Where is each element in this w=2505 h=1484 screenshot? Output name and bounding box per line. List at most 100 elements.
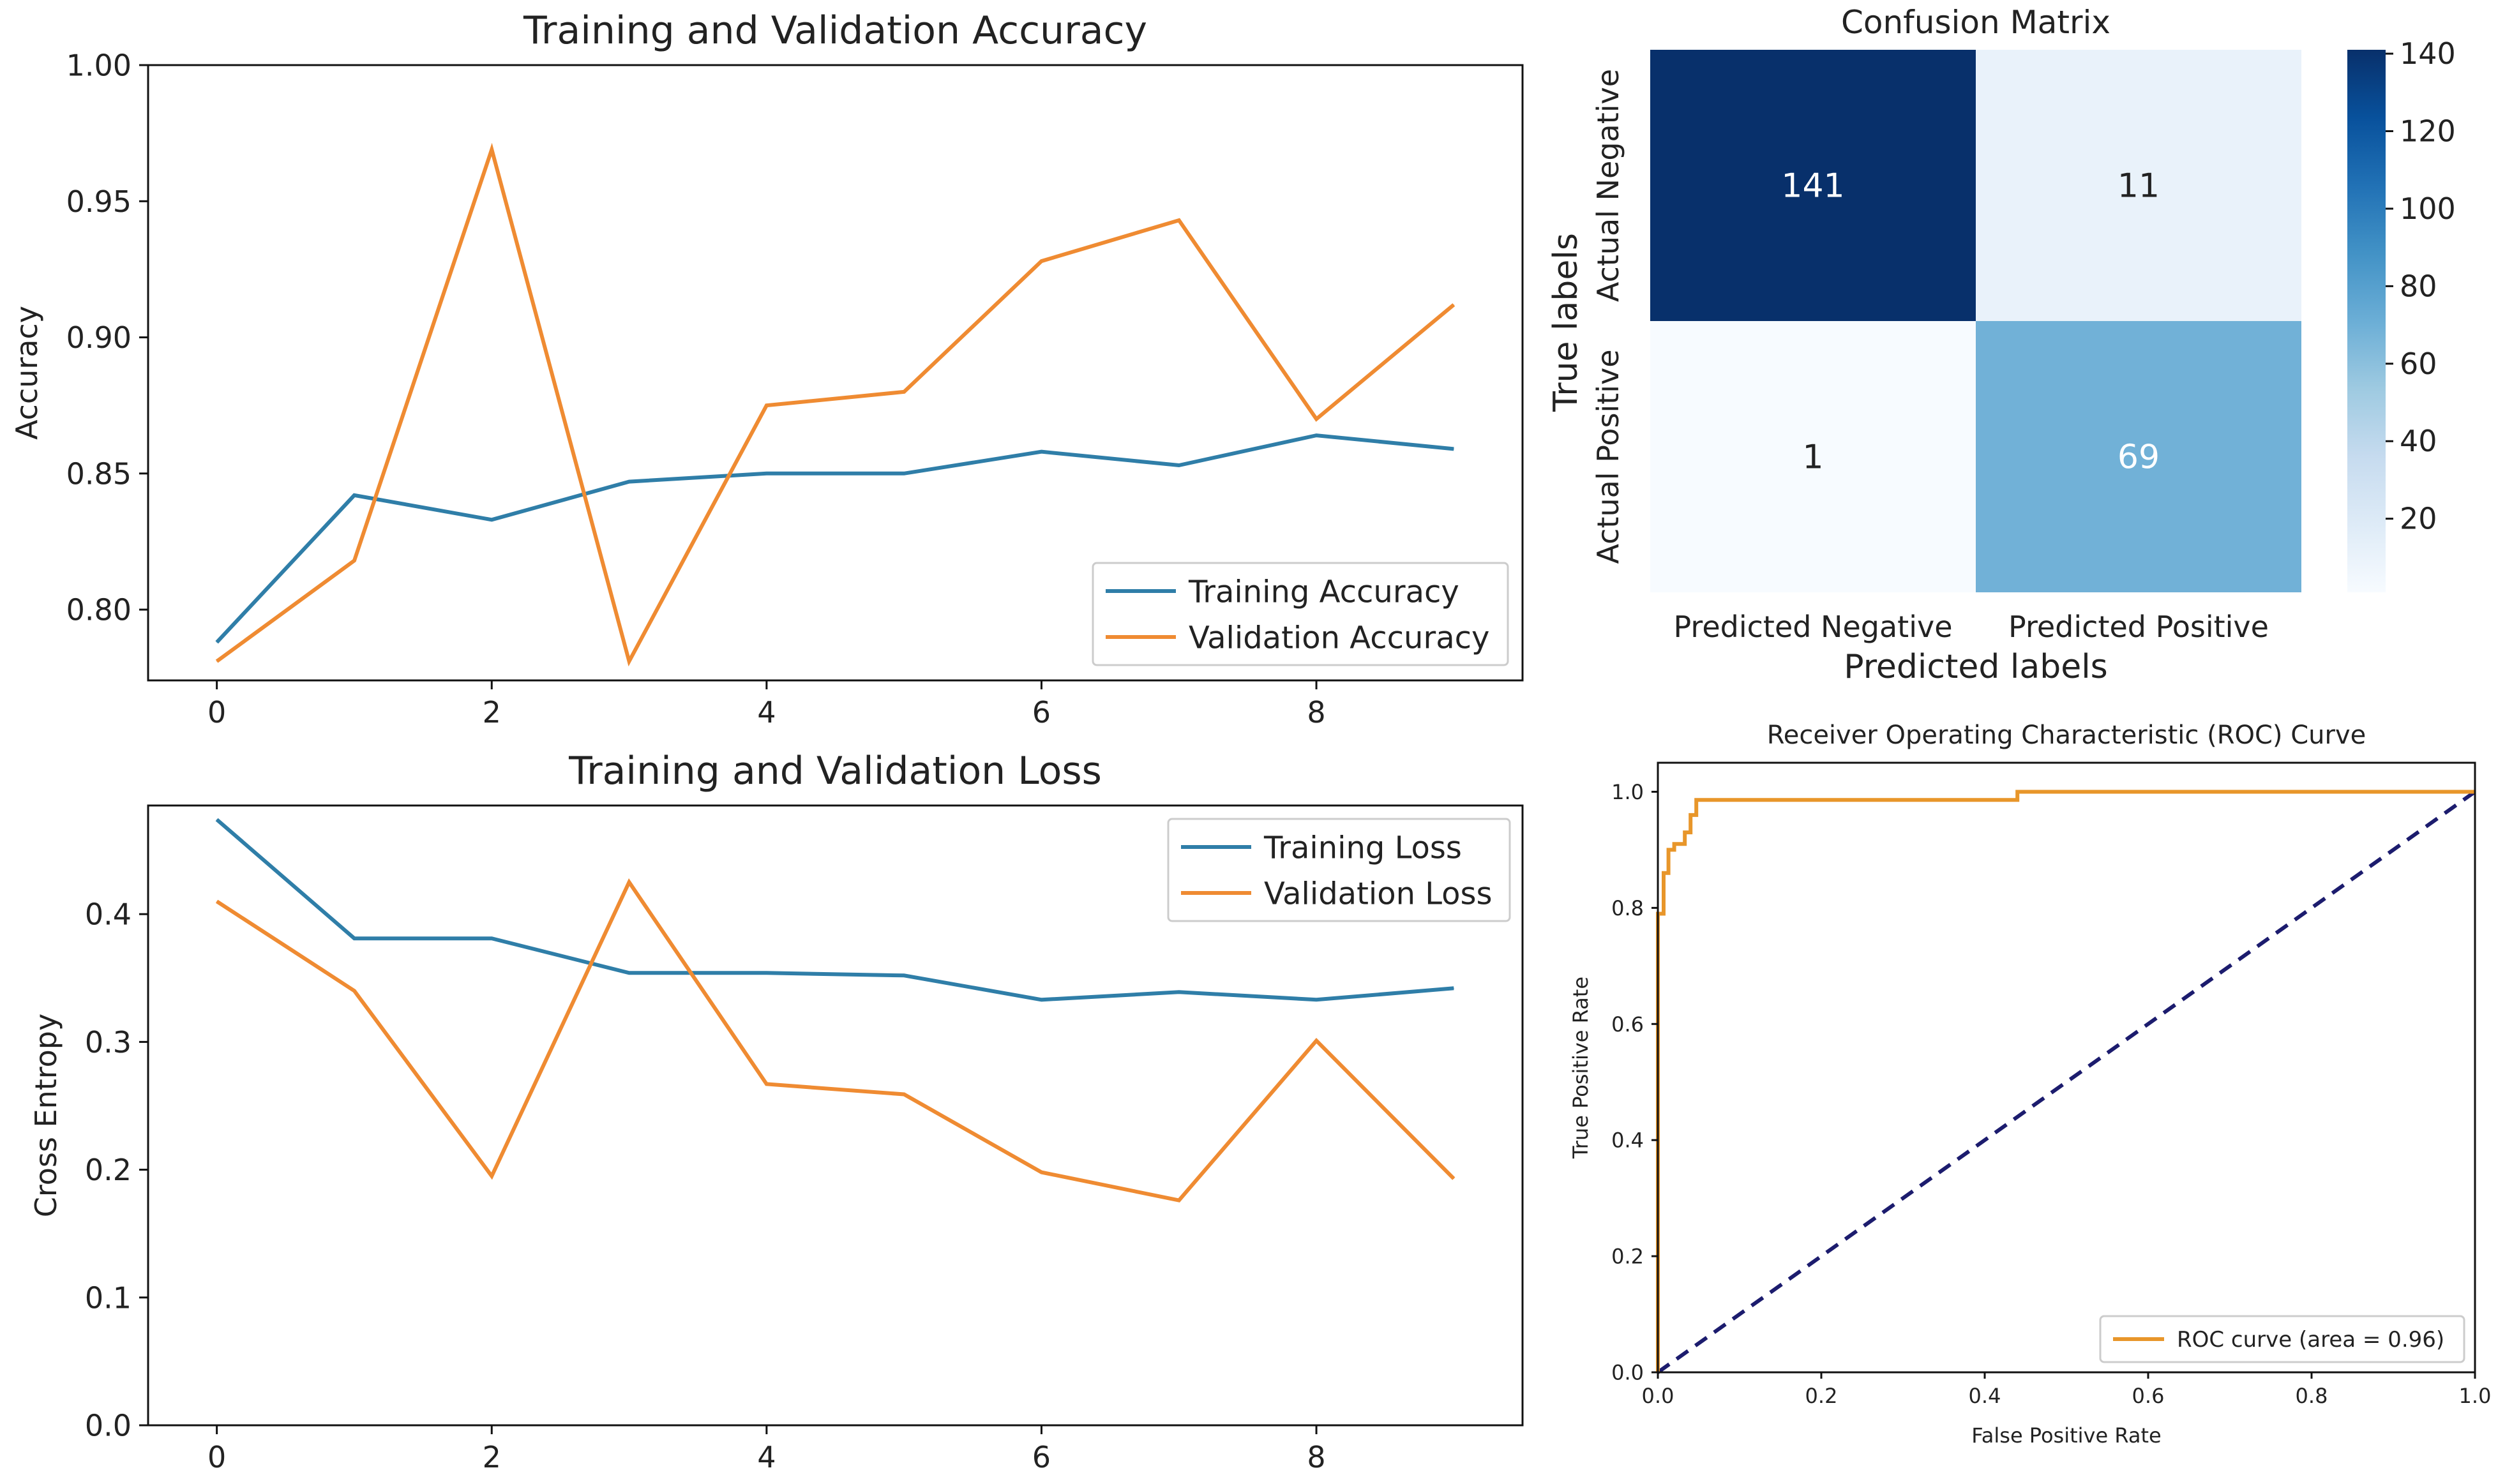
loss-legend: Training Loss Validation Loss [1167,818,1511,922]
roc-xtick-label: 0.4 [1969,1384,2001,1408]
confusion-cell-value: 1 [1802,438,1823,477]
colorbar-tick-label: 20 [2400,502,2437,536]
loss-point-1-0 [216,901,218,902]
loss-chart: Training and Validation Loss 0 2 4 6 8 0.0 0.1 0… [29,749,1524,1474]
loss-series-line-0 [215,818,1454,1002]
confusion-row-label: Actual Negative [1591,69,1625,302]
confusion-cell-0-1 [1976,50,2301,321]
loss-legend-label-0: Training Loss [1263,830,1462,866]
roc-ytick-label: 0.0 [1611,1361,1644,1385]
loss-point-0-5 [903,975,905,976]
confusion-col-label: Predicted Negative [1674,610,1953,644]
roc-xtick-label: 1.0 [2459,1384,2492,1408]
roc-chart: Receiver Operating Characteristic (ROC) … [1568,721,2491,1448]
roc-ytick-label: 1.0 [1611,780,1644,804]
roc-legend: ROC curve (area = 0.96) [2099,1315,2465,1363]
accuracy-point-0-6 [1041,451,1042,453]
loss-title: Training and Validation Loss [568,749,1102,793]
loss-point-1-8 [1316,1040,1317,1041]
confusion-ylabel: True labels [1547,233,1585,412]
loss-axes-frame [147,804,1524,1427]
roc-title: Receiver Operating Characteristic (ROC) … [1767,721,2366,750]
accuracy-xtick-label: 6 [1032,695,1051,730]
loss-xtick-label: 6 [1032,1440,1051,1474]
accuracy-chart: Training and Validation Accuracy 0 2 4 6 8 0.8… [10,8,1524,730]
roc-axes-frame [1657,761,2476,1374]
colorbar-tick-label: 80 [2400,269,2437,303]
roc-ylabel: True Positive Rate [1568,977,1593,1159]
accuracy-point-0-8 [1316,435,1317,436]
accuracy-point-1-0 [216,661,218,662]
loss-legend-label-1: Validation Loss [1264,876,1493,911]
accuracy-legend-box [1092,562,1509,666]
accuracy-ytick-label: 1.00 [66,49,132,83]
accuracy-legend-label-0: Training Accuracy [1188,574,1459,610]
accuracy-point-0-0 [216,641,218,643]
loss-ytick-label: 0.4 [85,897,132,932]
accuracy-point-1-7 [1178,220,1180,221]
loss-point-1-5 [903,1093,905,1095]
loss-ytick-label: 0.1 [85,1280,132,1315]
accuracy-axes-frame [147,64,1524,682]
roc-xtick-label: 0.2 [1805,1384,1838,1408]
loss-series-line-1 [215,878,1456,1203]
colorbar-tick-label: 100 [2400,191,2456,226]
accuracy-ytick-label: 0.85 [66,456,132,491]
loss-ytick-label: 0.3 [85,1025,132,1060]
roc-diagonal-line [1657,790,2476,1374]
roc-ytick-label: 0.4 [1611,1128,1644,1153]
confusion-col-label: Predicted Positive [2008,610,2269,644]
accuracy-ytick-label: 0.95 [66,184,132,219]
loss-point-1-7 [1178,1200,1180,1201]
roc-ytick-label: 0.8 [1611,896,1644,920]
roc-series-line-0 [1656,790,2475,1372]
accuracy-ytick-label: 0.80 [66,593,132,627]
accuracy-point-1-4 [766,405,767,406]
loss-xtick-label: 0 [207,1440,226,1474]
loss-xtick-label: 4 [757,1440,776,1474]
accuracy-point-0-5 [903,473,905,474]
confusion-cell-1-1 [1976,321,2301,592]
colorbar-tick-label: 40 [2400,424,2437,458]
accuracy-legend-label-1: Validation Accuracy [1189,620,1489,656]
roc-xtick-label: 0.0 [1642,1384,1674,1408]
accuracy-xtick-label: 8 [1307,695,1325,730]
accuracy-legend: Training Accuracy Validation Accuracy [1092,562,1509,666]
accuracy-xtick-label: 0 [207,695,226,730]
accuracy-xtick-label: 2 [483,695,501,730]
loss-legend-box [1167,818,1511,922]
confusion-row-label: Actual Positive [1591,349,1625,564]
loss-point-0-7 [1178,991,1180,993]
roc-xlabel: False Positive Rate [1971,1423,2161,1448]
roc-legend-label-0: ROC curve (area = 0.96) [2177,1327,2444,1353]
roc-legend-box [2099,1315,2465,1363]
loss-point-1-6 [1041,1172,1042,1173]
colorbar-tick-label: 120 [2400,114,2456,149]
roc-xtick-label: 0.6 [2132,1384,2165,1408]
confusion-cell-value: 11 [2118,167,2160,206]
accuracy-xtick-label: 4 [757,695,776,730]
loss-xtick-label: 2 [483,1440,501,1474]
accuracy-series-line-1 [215,142,1456,667]
accuracy-title: Training and Validation Accuracy [523,8,1147,53]
confusion-xlabel: Predicted labels [1844,648,2108,686]
loss-ytick-label: 0.2 [85,1153,132,1187]
confusion-title: Confusion Matrix [1841,4,2110,41]
confusion-cell-value: 141 [1781,167,1844,206]
roc-ytick-label: 0.2 [1611,1245,1644,1269]
confusion-cell-1-0 [1650,321,1976,592]
roc-ytick-label: 0.6 [1611,1012,1644,1037]
loss-xtick-label: 8 [1307,1440,1325,1474]
loss-ylabel: Cross Entropy [29,1014,63,1217]
colorbar-tick-label: 60 [2400,347,2437,381]
accuracy-point-0-4 [766,473,767,474]
accuracy-point-1-6 [1041,260,1042,262]
confusion-cell-0-0 [1650,50,1976,321]
colorbar [2347,50,2386,592]
accuracy-series-line-0 [215,433,1454,644]
colorbar-tick-label: 140 [2400,36,2456,71]
accuracy-ylabel: Accuracy [10,306,44,440]
